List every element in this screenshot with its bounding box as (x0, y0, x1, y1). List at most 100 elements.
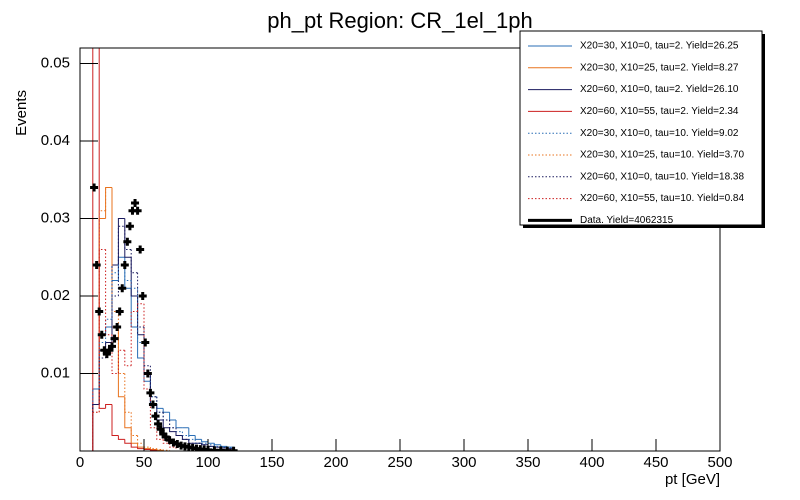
x-axis-label: pt [GeV] (665, 471, 720, 488)
histogram-bin (156, 427, 164, 440)
histogram-bin (92, 411, 100, 451)
data-point (131, 199, 140, 207)
legend-label: X20=60, X10=0, tau=10. Yield=18.38 (580, 171, 744, 182)
histogram-bin (98, 357, 106, 405)
data-point (156, 425, 165, 434)
data-point (154, 419, 163, 428)
histogram-bin (156, 448, 164, 450)
y-tick-label: 0.03 (41, 209, 70, 226)
histogram-bin (130, 249, 138, 274)
histogram-bin (124, 226, 132, 250)
histogram-bin (149, 449, 157, 451)
data-point (108, 342, 116, 351)
histogram-bin (130, 412, 138, 436)
histogram-bin (111, 404, 119, 436)
histogram-bin (117, 225, 125, 296)
legend-label: X20=60, X10=55, tau=2. Yield=2.34 (580, 106, 739, 117)
histogram-bin (124, 218, 132, 258)
data-point (125, 222, 134, 231)
x-tick-label: 350 (515, 454, 540, 471)
histogram-bin (105, 404, 112, 409)
data-point (97, 330, 106, 339)
data-point (90, 183, 99, 192)
x-tick-label: 400 (579, 454, 604, 471)
histogram-bin (137, 435, 144, 444)
histogram-bin (124, 350, 132, 367)
histogram-bin (201, 443, 208, 446)
y-tick-label: 0.04 (41, 132, 70, 149)
x-tick-label: 100 (195, 454, 220, 471)
histogram-bin (169, 420, 176, 429)
data-point (138, 292, 147, 300)
histogram-bin (105, 187, 112, 219)
histogram-bin (130, 257, 138, 297)
histogram-bin (149, 389, 157, 429)
legend-label: X20=60, X10=0, tau=2. Yield=26.10 (580, 84, 739, 95)
histogram-bin (105, 342, 112, 358)
histogram-bin (105, 187, 112, 211)
legend-box (519, 30, 763, 226)
histogram-bin (130, 280, 138, 289)
y-axis-label: Events (13, 90, 30, 136)
histogram-bin (169, 427, 176, 433)
x-tick-label: 0 (76, 454, 84, 471)
data-point (143, 369, 152, 378)
data-point (120, 261, 129, 269)
data-point (115, 307, 124, 316)
histogram-bin (175, 427, 183, 436)
x-tick-label: 50 (136, 454, 153, 471)
data-point (141, 338, 150, 347)
data-point (95, 307, 104, 316)
y-tick-label: 0.05 (41, 54, 70, 71)
histogram-bin (143, 327, 151, 367)
plot-area (90, 48, 238, 451)
y-tick-label: 0.02 (41, 287, 70, 304)
data-point (123, 237, 132, 246)
data-point (148, 400, 157, 409)
legend: X20=30, X10=0, tau=2. Yield=26.25 X20=30,… (519, 30, 765, 228)
data-point (146, 388, 155, 397)
histogram-bin (169, 443, 176, 448)
histogram-bin (111, 295, 119, 343)
histogram-bin (124, 396, 132, 429)
histogram-bin (156, 450, 164, 451)
histogram-bin (137, 303, 144, 312)
histogram-bin (117, 435, 125, 440)
histogram-bin (117, 349, 125, 374)
histogram-bin (181, 435, 189, 440)
histogram-bin (162, 420, 170, 429)
histogram-bin (111, 334, 119, 374)
data-point (133, 206, 142, 215)
x-tick-label: 200 (323, 454, 348, 471)
data-point (118, 284, 127, 293)
data-point (113, 323, 122, 331)
x-tick-label: 250 (387, 454, 412, 471)
histogram-bin (143, 303, 151, 390)
legend-label: X20=30, X10=25, tau=10. Yield=3.70 (580, 150, 744, 161)
histogram-bin (175, 447, 183, 451)
histogram-bin (169, 450, 176, 451)
legend-label: Data. Yield=4062315 (580, 215, 674, 226)
histogram-bin (162, 439, 170, 444)
x-tick-label: 150 (259, 454, 284, 471)
x-tick-label: 450 (643, 454, 668, 471)
histogram-bin (124, 265, 132, 281)
histogram-bin (149, 365, 157, 398)
data-point (110, 334, 119, 343)
legend-label: X20=30, X10=0, tau=10. Yield=9.02 (580, 128, 739, 139)
histogram-bin (117, 264, 125, 273)
histogram-bin (137, 288, 144, 343)
y-tick-label: 0.01 (41, 364, 70, 381)
histogram-bin (149, 447, 157, 450)
data-point (92, 261, 101, 269)
x-tick-label: 300 (451, 454, 476, 471)
chart-title: ph_pt Region: CR_1el_1ph (267, 8, 532, 33)
histogram-bin (130, 443, 138, 448)
legend-label: X20=30, X10=25, tau=2. Yield=8.27 (580, 62, 739, 73)
data-point (151, 412, 160, 421)
histogram-bin (201, 439, 208, 443)
histogram-bin (137, 447, 144, 450)
histogram-bin (162, 412, 170, 421)
legend-label: X20=30, X10=0, tau=2. Yield=26.25 (580, 41, 739, 52)
